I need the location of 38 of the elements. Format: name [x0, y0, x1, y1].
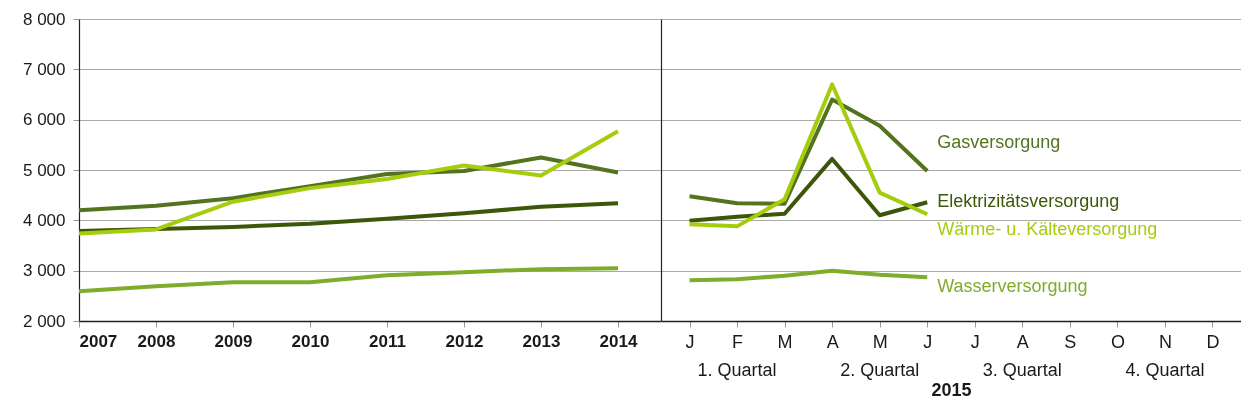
y-tick-label: 4 000 [22, 210, 66, 230]
x-tick-label: M [872, 331, 888, 352]
y-tick-label: 5 000 [22, 160, 66, 180]
x-tick-label: F [732, 331, 744, 352]
x-tick-label: 2014 [599, 331, 638, 351]
series-label: Elektrizitätsversorgung [937, 191, 1120, 212]
y-tick-label: 2 000 [22, 311, 66, 331]
x-tick-label: J [970, 331, 980, 352]
line-series [77, 129, 620, 236]
x-tick-label: N [1158, 331, 1172, 352]
x-tick-label: 2010 [291, 331, 330, 351]
x-tick-label: 2009 [214, 331, 253, 351]
series-label: Gasversorgung [937, 132, 1061, 153]
x-tick-label: D [1206, 331, 1220, 352]
x-tick-label: 2013 [522, 331, 561, 351]
y-tick-label: 7 000 [22, 59, 66, 79]
y-tick-label: 8 000 [22, 9, 66, 29]
text: 2. Quartal [840, 360, 920, 380]
x-tick-label: 2011 [369, 331, 406, 351]
x-tick-label: 2007 [79, 331, 118, 351]
text: 3. Quartal [982, 360, 1062, 380]
series-label: Wasserversorgung [937, 276, 1088, 297]
x-tick-label: A [826, 331, 839, 352]
y-tick-label: 3 000 [22, 261, 66, 281]
x-tick-label: O [1110, 331, 1125, 352]
text: 1. Quartal [697, 360, 777, 380]
line-series [77, 266, 620, 294]
x-tick-label: J [685, 331, 695, 352]
y-tick-label: 6 000 [22, 110, 66, 130]
x-tick-label: S [1064, 331, 1077, 352]
x-tick-label: M [777, 331, 793, 352]
x-tick-label: J [923, 331, 933, 352]
x-tick-label: 2008 [137, 331, 176, 351]
x-tick-label: A [1016, 331, 1029, 352]
series-label: Wärme- u. Kälteversorgung [937, 219, 1158, 240]
x-axis-title: 2015 [931, 379, 972, 400]
text: 4. Quartal [1125, 360, 1205, 380]
x-tick-label: 2012 [445, 331, 484, 351]
